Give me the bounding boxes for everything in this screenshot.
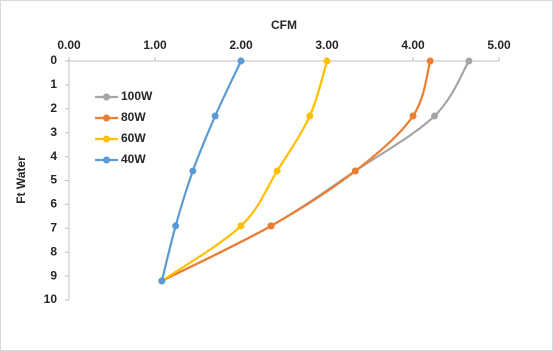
data-point <box>426 57 434 65</box>
y-tick-label: 4 <box>50 149 57 163</box>
legend-label: 60W <box>121 131 146 145</box>
data-point <box>431 112 438 120</box>
legend-label: 40W <box>121 152 146 166</box>
x-axis-title: CFM <box>271 18 297 32</box>
series-line <box>161 60 432 282</box>
y-tick-label: 5 <box>50 173 57 187</box>
legend-marker <box>103 93 110 101</box>
x-tick-label: 2.00 <box>229 38 253 52</box>
data-point <box>211 112 219 120</box>
y-tick-label: 3 <box>50 125 57 139</box>
x-tick-label: 5.00 <box>487 38 511 52</box>
data-point <box>267 222 275 230</box>
y-tick-label: 6 <box>50 197 57 211</box>
data-point <box>351 167 359 175</box>
data-point <box>306 112 314 120</box>
y-tick-label: 8 <box>50 244 57 258</box>
legend-label: 100W <box>121 89 153 103</box>
y-tick-label: 9 <box>50 268 57 282</box>
y-tick-label: 0 <box>50 53 57 67</box>
x-tick-label: 0.00 <box>57 38 81 52</box>
y-tick-label: 7 <box>50 220 57 234</box>
data-point <box>409 112 417 120</box>
data-point <box>237 222 245 230</box>
data-point <box>189 167 197 175</box>
x-tick-label: 3.00 <box>315 38 339 52</box>
legend-marker <box>103 135 110 143</box>
data-point <box>273 167 281 175</box>
y-tick-label: 2 <box>50 101 57 115</box>
y-tick-label: 10 <box>44 292 58 306</box>
data-point <box>465 57 473 65</box>
data-point <box>237 57 245 65</box>
legend-marker <box>103 114 110 122</box>
x-tick-label: 4.00 <box>401 38 425 52</box>
y-tick-label: 1 <box>50 77 57 91</box>
legend-marker <box>103 156 110 164</box>
data-point <box>323 57 331 65</box>
data-point <box>172 222 180 230</box>
legend-label: 80W <box>121 110 146 124</box>
y-axis-title: Ft Water <box>14 156 28 204</box>
data-point <box>158 277 166 285</box>
x-tick-label: 1.00 <box>143 38 167 52</box>
